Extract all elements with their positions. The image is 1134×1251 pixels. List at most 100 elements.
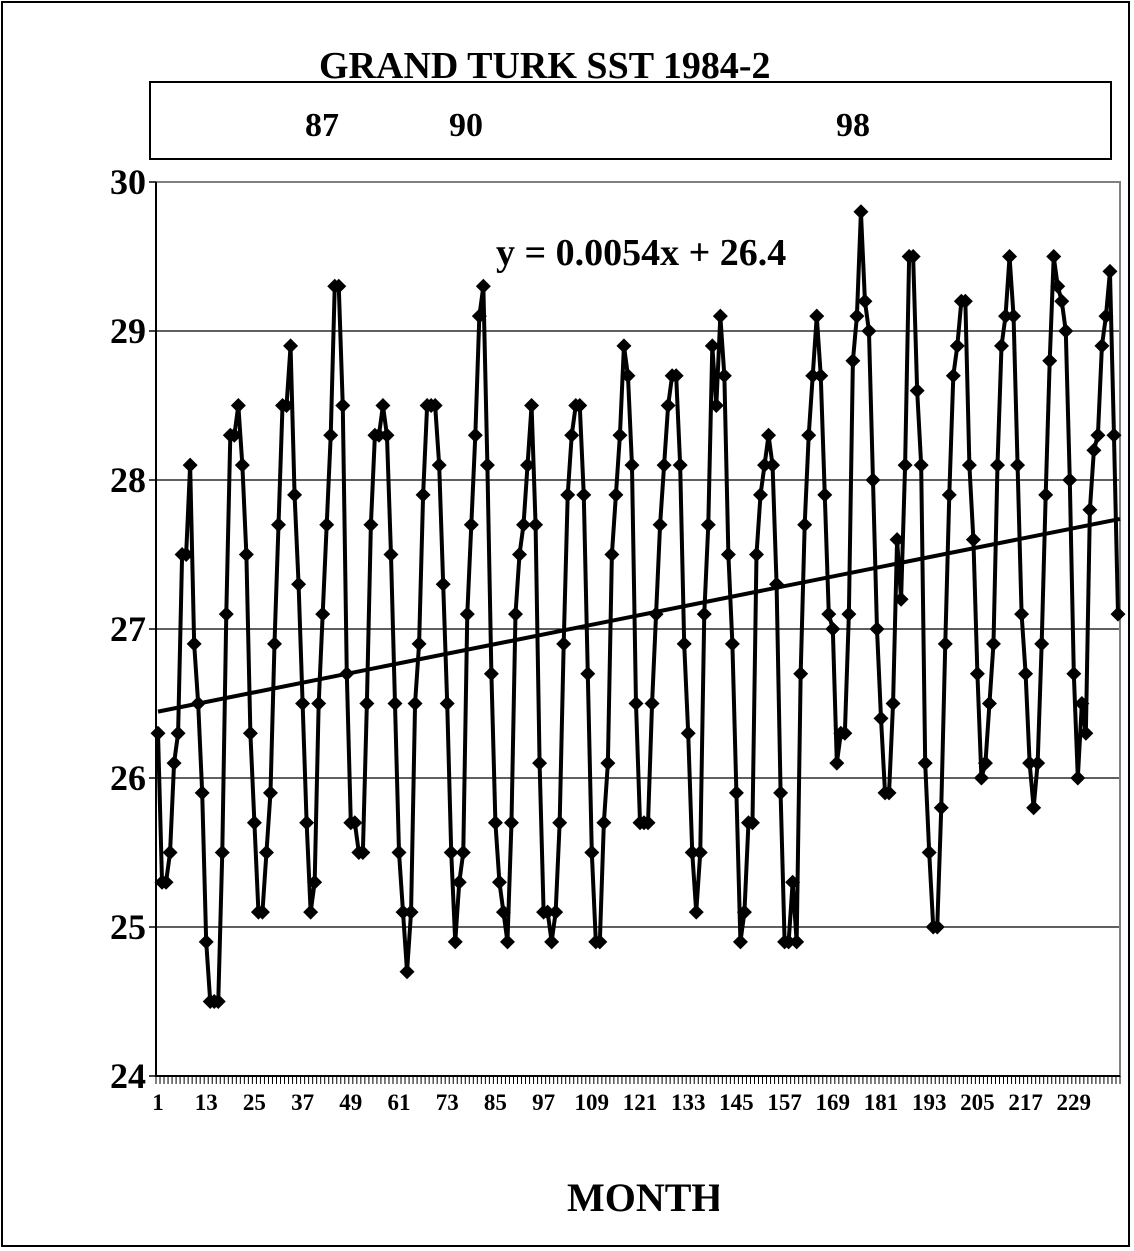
data-point bbox=[443, 845, 459, 860]
data-point bbox=[335, 398, 351, 413]
x-axis bbox=[155, 1075, 1121, 1084]
data-point bbox=[391, 845, 407, 860]
data-point bbox=[210, 994, 226, 1009]
data-point bbox=[652, 517, 668, 533]
data-point bbox=[524, 398, 540, 413]
data-point bbox=[656, 457, 672, 473]
data-point bbox=[1078, 725, 1094, 741]
data-point bbox=[845, 353, 861, 369]
data-point bbox=[1090, 427, 1106, 443]
data-point bbox=[660, 398, 676, 413]
data-point bbox=[242, 725, 258, 741]
data-point bbox=[684, 845, 700, 860]
data-point bbox=[885, 696, 901, 711]
data-point bbox=[283, 338, 299, 354]
data-point bbox=[1094, 338, 1110, 354]
data-point bbox=[897, 457, 913, 473]
data-point bbox=[339, 666, 355, 682]
data-point bbox=[254, 904, 270, 920]
data-point bbox=[837, 725, 853, 741]
data-point bbox=[359, 696, 375, 711]
data-point bbox=[761, 427, 777, 443]
data-point bbox=[620, 368, 636, 384]
data-point bbox=[1026, 800, 1042, 816]
data-point bbox=[463, 517, 479, 533]
data-point bbox=[399, 964, 415, 980]
data-point bbox=[556, 636, 572, 652]
data-point bbox=[1054, 293, 1070, 309]
series-line bbox=[156, 209, 1120, 1004]
data-point bbox=[532, 755, 548, 771]
data-point bbox=[451, 874, 467, 890]
data-point bbox=[869, 621, 885, 637]
x-tick-label: 25 bbox=[243, 1090, 266, 1115]
data-point bbox=[628, 696, 644, 711]
x-tick-label: 61 bbox=[388, 1090, 411, 1115]
data-point bbox=[720, 547, 736, 562]
data-point bbox=[375, 398, 391, 413]
x-tick-label: 169 bbox=[816, 1090, 851, 1115]
data-point bbox=[753, 487, 769, 503]
y-tick-label: 24 bbox=[110, 1056, 146, 1096]
data-point bbox=[572, 398, 588, 413]
data-point bbox=[576, 487, 592, 503]
data-point bbox=[793, 666, 809, 682]
data-point bbox=[459, 606, 475, 622]
x-tick-label: 121 bbox=[623, 1090, 658, 1115]
data-point bbox=[150, 725, 166, 741]
data-point bbox=[1098, 308, 1114, 324]
data-point bbox=[893, 591, 909, 607]
data-point bbox=[994, 338, 1010, 354]
data-point bbox=[427, 398, 443, 413]
data-point bbox=[809, 308, 825, 324]
data-point bbox=[728, 785, 744, 801]
data-point bbox=[1002, 249, 1018, 264]
data-point bbox=[287, 487, 303, 503]
data-point bbox=[166, 755, 182, 771]
data-point bbox=[700, 517, 716, 533]
data-point bbox=[347, 815, 363, 831]
data-point bbox=[218, 606, 234, 622]
data-point bbox=[600, 755, 616, 771]
data-point bbox=[1014, 606, 1030, 622]
data-point bbox=[1106, 427, 1122, 443]
data-point bbox=[821, 606, 837, 622]
data-point bbox=[841, 606, 857, 622]
y-tick-label: 25 bbox=[110, 907, 146, 947]
data-point bbox=[801, 427, 817, 443]
series-group bbox=[150, 204, 1126, 1009]
data-point bbox=[371, 427, 387, 443]
data-point bbox=[1110, 606, 1126, 622]
data-point bbox=[765, 457, 781, 473]
data-point bbox=[829, 755, 845, 771]
data-point bbox=[266, 636, 282, 652]
data-point bbox=[945, 368, 961, 384]
data-point bbox=[949, 338, 965, 354]
data-point bbox=[407, 696, 423, 711]
data-point bbox=[415, 487, 431, 503]
data-point bbox=[1050, 278, 1066, 294]
data-point bbox=[544, 934, 560, 950]
data-point bbox=[238, 547, 254, 562]
data-point bbox=[640, 815, 656, 831]
data-point bbox=[491, 874, 507, 890]
data-point bbox=[957, 293, 973, 309]
data-point bbox=[813, 368, 829, 384]
data-point bbox=[716, 368, 732, 384]
data-point bbox=[965, 532, 981, 548]
data-point bbox=[516, 517, 532, 533]
y-tick-label: 26 bbox=[110, 758, 146, 798]
data-point bbox=[969, 666, 985, 682]
data-point bbox=[676, 636, 692, 652]
data-point bbox=[1082, 502, 1098, 518]
data-point bbox=[467, 427, 483, 443]
x-tick-label: 49 bbox=[339, 1090, 362, 1115]
data-point bbox=[214, 845, 230, 860]
data-point bbox=[985, 636, 1001, 652]
data-point bbox=[668, 368, 684, 384]
data-point bbox=[724, 636, 740, 652]
data-point bbox=[805, 368, 821, 384]
data-point bbox=[387, 696, 403, 711]
data-point bbox=[262, 785, 278, 801]
